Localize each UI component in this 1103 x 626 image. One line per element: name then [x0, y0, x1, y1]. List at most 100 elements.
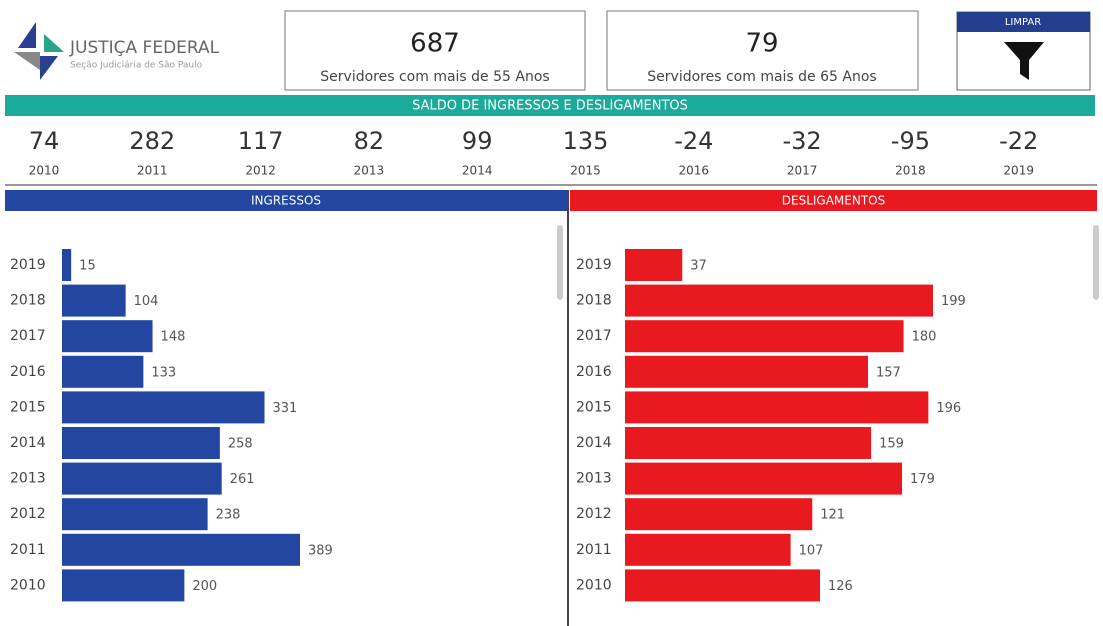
saldo-value: 82	[354, 127, 385, 155]
category-label: 2010	[10, 577, 46, 593]
category-label: 2016	[576, 364, 612, 380]
org-subname: Seção Judiciária de São Paulo	[70, 61, 203, 71]
bar	[625, 355, 868, 388]
data-label: 133	[151, 365, 176, 380]
banner	[5, 95, 1095, 116]
category-label: 2017	[10, 328, 46, 344]
bar	[62, 533, 300, 566]
kpi-value: 79	[745, 29, 778, 59]
category-label: 2019	[10, 257, 46, 273]
saldo-value: 117	[238, 127, 284, 155]
banner-title: SALDO DE INGRESSOS E DESLIGAMENTOS	[412, 99, 688, 114]
bar	[625, 533, 791, 566]
bar	[62, 249, 72, 281]
category-label: 2017	[576, 328, 612, 344]
saldo-year: 2015	[570, 164, 601, 178]
data-label: 196	[936, 401, 961, 416]
kpi-value: 687	[410, 29, 460, 59]
kpi-card	[284, 10, 586, 91]
button-label[interactable]: LIMPAR	[1005, 17, 1041, 28]
bar	[625, 462, 903, 495]
bar	[62, 355, 144, 388]
data-label: 159	[879, 437, 904, 452]
data-label: 15	[79, 259, 96, 274]
saldo-value: -22	[999, 127, 1038, 155]
category-label: 2010	[576, 577, 612, 593]
bar	[62, 320, 153, 353]
category-label: 2011	[576, 542, 612, 558]
category-label: 2015	[10, 399, 46, 415]
kpi-label: Servidores com mais de 55 Anos	[320, 69, 549, 85]
bar	[625, 249, 683, 281]
saldo-year: 2014	[462, 164, 493, 178]
category-label: 2014	[10, 435, 46, 451]
saldo-value: -95	[891, 127, 930, 155]
bar	[62, 391, 265, 424]
category-label: 2019	[576, 257, 612, 273]
category-label: 2011	[10, 542, 46, 558]
data-label: 157	[876, 365, 901, 380]
data-label: 389	[308, 543, 333, 558]
bar	[625, 391, 929, 424]
saldo-value: 282	[129, 127, 175, 155]
saldo-year: 2013	[354, 164, 385, 178]
data-label: 179	[910, 472, 935, 487]
saldo-value: 135	[563, 127, 609, 155]
bar	[625, 569, 821, 602]
saldo-year: 2010	[29, 164, 60, 178]
chart-title: DESLIGAMENTOS	[782, 194, 885, 208]
clear-button[interactable]: LIMPAR	[956, 11, 1091, 91]
bar	[62, 427, 220, 459]
category-label: 2016	[10, 364, 46, 380]
saldo-year: 2019	[1003, 164, 1034, 178]
bar	[625, 498, 813, 531]
bar	[625, 284, 933, 317]
saldo-value: 99	[462, 127, 493, 155]
bar	[625, 427, 872, 459]
panel-header	[570, 190, 1097, 211]
bar	[62, 498, 208, 531]
category-label: 2015	[576, 399, 612, 415]
category-label: 2013	[10, 471, 46, 487]
category-label: 2018	[576, 293, 612, 309]
data-label: 200	[192, 579, 217, 594]
saldo-year: 2018	[895, 164, 926, 178]
panel-header	[5, 190, 567, 211]
data-label: 107	[799, 543, 824, 558]
category-label: 2012	[10, 506, 46, 522]
category-label: 2014	[576, 435, 612, 451]
kpi-label: Servidores com mais de 65 Anos	[647, 69, 876, 85]
kpi-card	[606, 10, 919, 91]
scrollbar[interactable]	[557, 225, 563, 300]
chart-title: INGRESSOS	[251, 194, 321, 208]
saldo-year: 2011	[137, 164, 168, 178]
data-label: 126	[828, 579, 853, 594]
data-label: 37	[690, 259, 707, 274]
saldo-value: -32	[782, 127, 821, 155]
bar	[62, 462, 222, 495]
bar	[62, 569, 185, 602]
data-label: 261	[230, 472, 255, 487]
scrollbar[interactable]	[1093, 225, 1099, 300]
saldo-year: 2017	[787, 164, 818, 178]
saldo-year: 2016	[679, 164, 710, 178]
org-name: JUSTIÇA FEDERAL	[69, 38, 220, 58]
data-label: 180	[912, 330, 937, 345]
data-label: 199	[941, 294, 966, 309]
saldo-value: -24	[674, 127, 713, 155]
data-label: 331	[273, 401, 298, 416]
category-label: 2013	[576, 471, 612, 487]
saldo-year: 2012	[245, 164, 276, 178]
data-label: 258	[228, 437, 253, 452]
data-label: 148	[161, 330, 186, 345]
category-label: 2012	[576, 506, 612, 522]
data-label: 238	[216, 508, 241, 523]
data-label: 121	[820, 508, 845, 523]
logo	[14, 22, 64, 80]
bar	[62, 284, 126, 317]
bar	[625, 320, 904, 353]
saldo-value: 74	[29, 127, 60, 155]
category-label: 2018	[10, 293, 46, 309]
